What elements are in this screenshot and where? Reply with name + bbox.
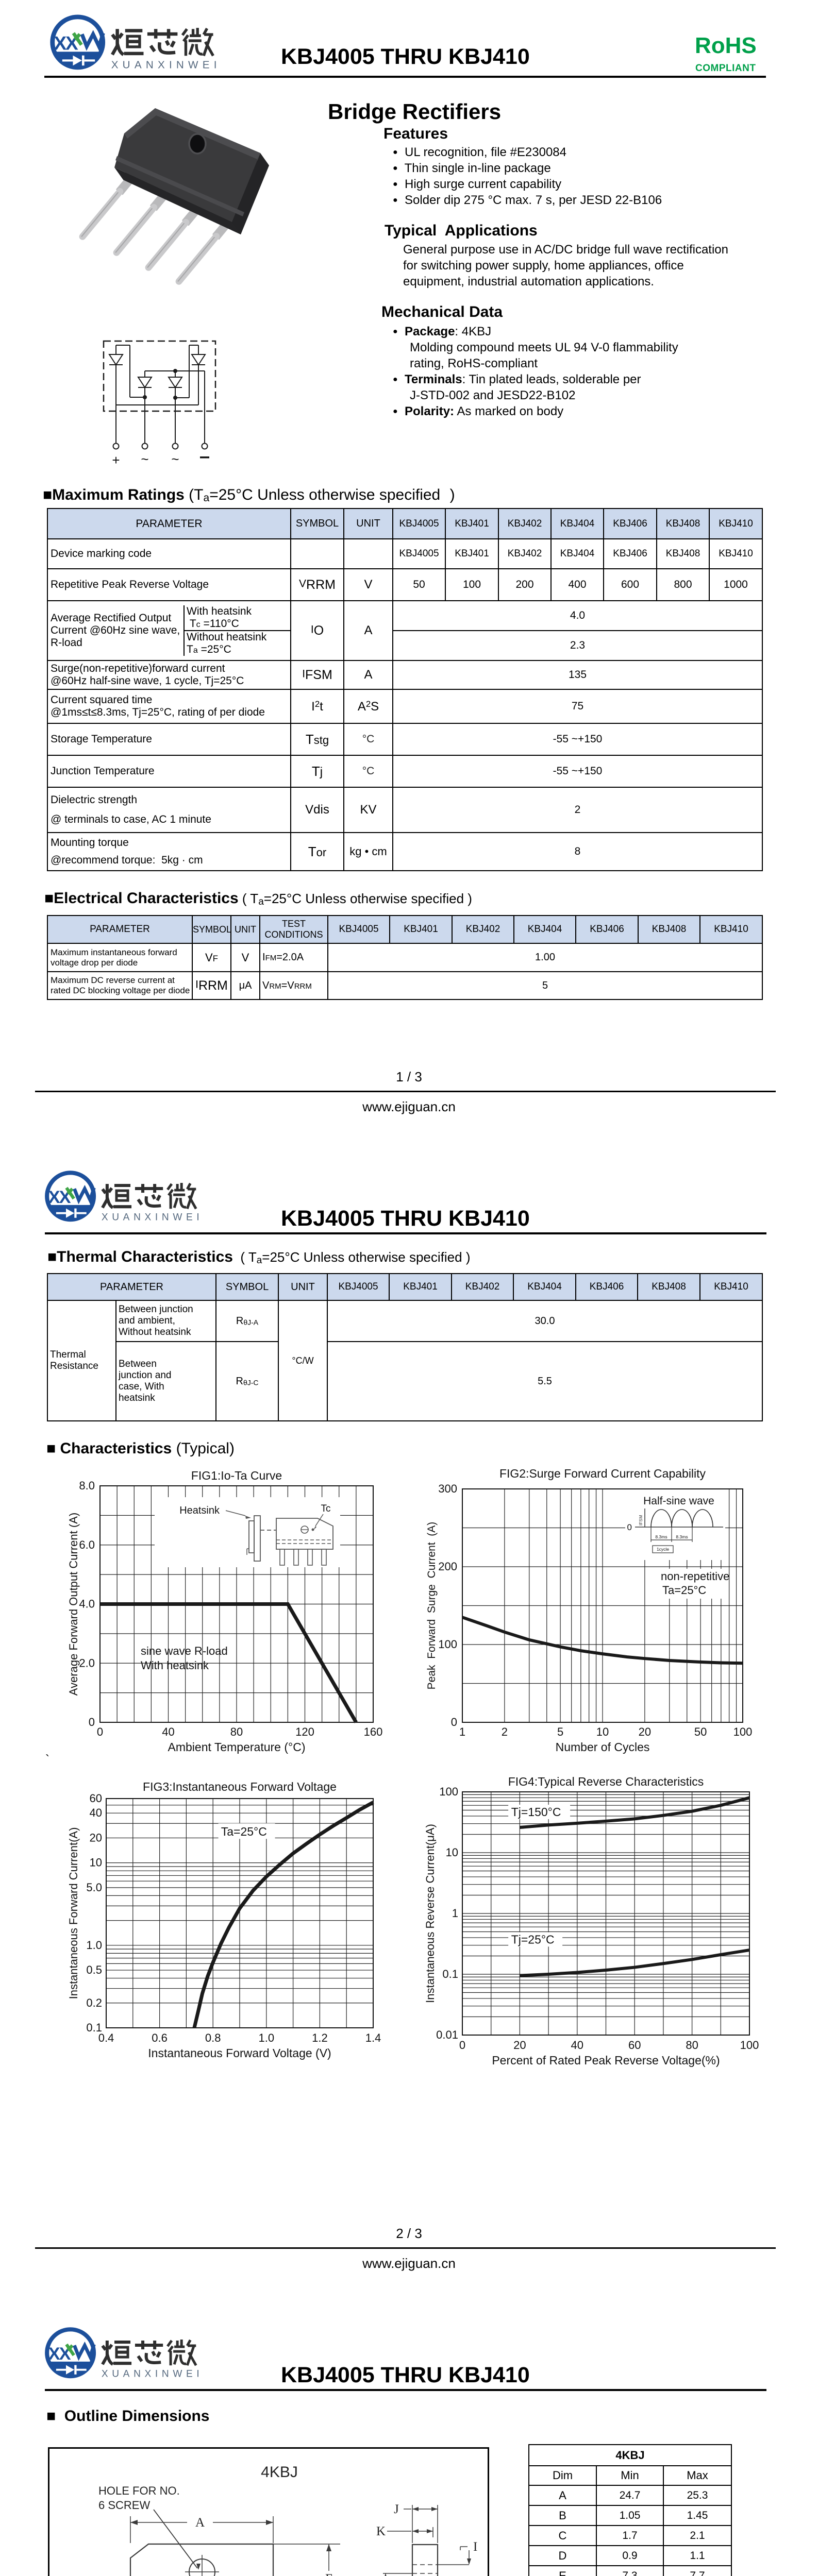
svg-text:HOLE FOR NO.: HOLE FOR NO. [98,2484,180,2497]
svg-text:40: 40 [162,1725,174,1738]
svg-text:Heatsink: Heatsink [179,1505,220,1516]
svg-text:2.0: 2.0 [79,1656,95,1669]
svg-text:40: 40 [90,1806,102,1819]
svg-text:160: 160 [364,1725,383,1738]
svg-text:Ta=25°C: Ta=25°C [662,1584,706,1597]
svg-text:6 SCREW: 6 SCREW [98,2499,150,2512]
svg-text:5.0: 5.0 [86,1881,102,1894]
svg-text:20: 20 [513,2039,526,2052]
svg-text:Instantaneous Forward Voltage: Instantaneous Forward Voltage (V) [148,2046,331,2060]
svg-text:Instantaneous Reverse Current(: Instantaneous Reverse Current(μA) [424,1824,437,2003]
svg-text:100: 100 [740,2039,759,2052]
svg-text:10: 10 [596,1725,609,1738]
svg-text:1.0: 1.0 [86,1939,102,1952]
svg-text:IFSM: IFSM [638,1515,643,1526]
svg-text:Tj=150°C: Tj=150°C [511,1805,561,1819]
svg-text:J: J [394,2502,399,2516]
svg-text:1.0: 1.0 [259,2031,275,2044]
svg-text:Ta=25°C: Ta=25°C [221,1825,267,1838]
svg-text:50: 50 [694,1725,707,1738]
svg-text:6.0: 6.0 [79,1538,95,1551]
svg-text:0.4: 0.4 [98,2031,114,2044]
svg-text:2: 2 [502,1725,508,1738]
svg-text:XUANXINWEI: XUANXINWEI [102,2369,201,2380]
svg-text:0: 0 [89,1716,95,1728]
svg-text:X: X [54,32,66,54]
svg-text:10: 10 [446,1846,458,1859]
svg-text:0.8: 0.8 [205,2031,221,2044]
svg-text:sine wave R-load: sine wave R-load [141,1645,228,1657]
svg-text:8.3ms: 8.3ms [676,1534,688,1539]
svg-text:+: + [112,452,120,468]
svg-text:1.4: 1.4 [365,2031,381,2044]
svg-text:300: 300 [438,1482,457,1495]
svg-text:XUANXINWEI: XUANXINWEI [111,59,219,71]
svg-text:FIG3:Instantaneous Forward Vol: FIG3:Instantaneous Forward Voltage [143,1780,337,1793]
svg-text:0: 0 [451,1716,457,1728]
svg-text:Average Forward Output Current: Average Forward Output Current (A) [67,1513,80,1696]
svg-text:0.01: 0.01 [436,2028,458,2041]
svg-text:0.5: 0.5 [86,1963,102,1976]
svg-text:1.2: 1.2 [312,2031,328,2044]
svg-text:100: 100 [438,1638,457,1651]
svg-text:40: 40 [571,2039,583,2052]
svg-text:60: 60 [628,2039,641,2052]
svg-text:1: 1 [452,1907,458,1920]
svg-text:8.0: 8.0 [79,1479,95,1492]
svg-text:10: 10 [90,1856,102,1869]
svg-text:A: A [195,2516,205,2530]
svg-text:20: 20 [639,1725,651,1738]
svg-text:100: 100 [439,1785,458,1798]
svg-text:120: 120 [295,1725,314,1738]
svg-text:non-repetitive: non-repetitive [661,1570,729,1583]
svg-text:I: I [473,2540,477,2554]
svg-text:FIG4:Typical Reverse Character: FIG4:Typical Reverse Characteristics [508,1775,704,1788]
svg-text:0: 0 [459,2039,465,2052]
svg-text:Tc: Tc [321,1503,331,1514]
svg-text:20: 20 [90,1831,102,1844]
svg-text:1: 1 [459,1725,465,1738]
svg-text:FIG1:Io-Ta Curve: FIG1:Io-Ta Curve [191,1469,282,1482]
svg-text:X: X [48,2344,60,2364]
svg-text:With heatsink: With heatsink [141,1659,209,1672]
svg-text:K: K [376,2524,386,2538]
svg-text:Number of Cycles: Number of Cycles [556,1740,650,1754]
svg-text:XUANXINWEI: XUANXINWEI [102,1212,201,1223]
svg-text:0.1: 0.1 [442,1968,458,1980]
svg-text:1cycle: 1cycle [657,1547,669,1552]
svg-text:60: 60 [90,1792,102,1805]
svg-text:80: 80 [686,2039,698,2052]
svg-text:F: F [325,2572,332,2576]
svg-text:100: 100 [733,1725,753,1738]
svg-text:Ambient Temperature (°C): Ambient Temperature (°C) [168,1740,306,1754]
svg-text:Instantaneous Forward Current(: Instantaneous Forward Current(A) [67,1827,80,1999]
svg-text:4KBJ: 4KBJ [261,2464,298,2481]
svg-text:0.1: 0.1 [86,2021,102,2034]
svg-text:X: X [48,1188,60,1207]
svg-text:~: ~ [171,451,179,467]
svg-text:8.3ms: 8.3ms [655,1534,667,1539]
svg-text:0.6: 0.6 [152,2031,168,2044]
svg-text:Percent of Rated Peak Reverse: Percent of Rated Peak Reverse Voltage(%) [492,2054,720,2067]
svg-text:FIG2:Surge Forward Current Cap: FIG2:Surge Forward Current Capability [499,1467,706,1480]
svg-text:200: 200 [438,1560,457,1573]
svg-text:0: 0 [627,1522,632,1532]
svg-text:~: ~ [141,451,148,467]
svg-text:Peak Forward Surge Current: Peak Forward Surge Current (A) [426,1522,438,1690]
svg-text:Tj=25°C: Tj=25°C [511,1933,555,1946]
svg-text:Half-sine wave: Half-sine wave [643,1495,714,1507]
svg-text:4.0: 4.0 [79,1598,95,1611]
svg-text:5: 5 [557,1725,563,1738]
svg-text:0: 0 [97,1725,103,1738]
svg-text:80: 80 [230,1725,243,1738]
svg-text:0.2: 0.2 [86,1996,102,2009]
